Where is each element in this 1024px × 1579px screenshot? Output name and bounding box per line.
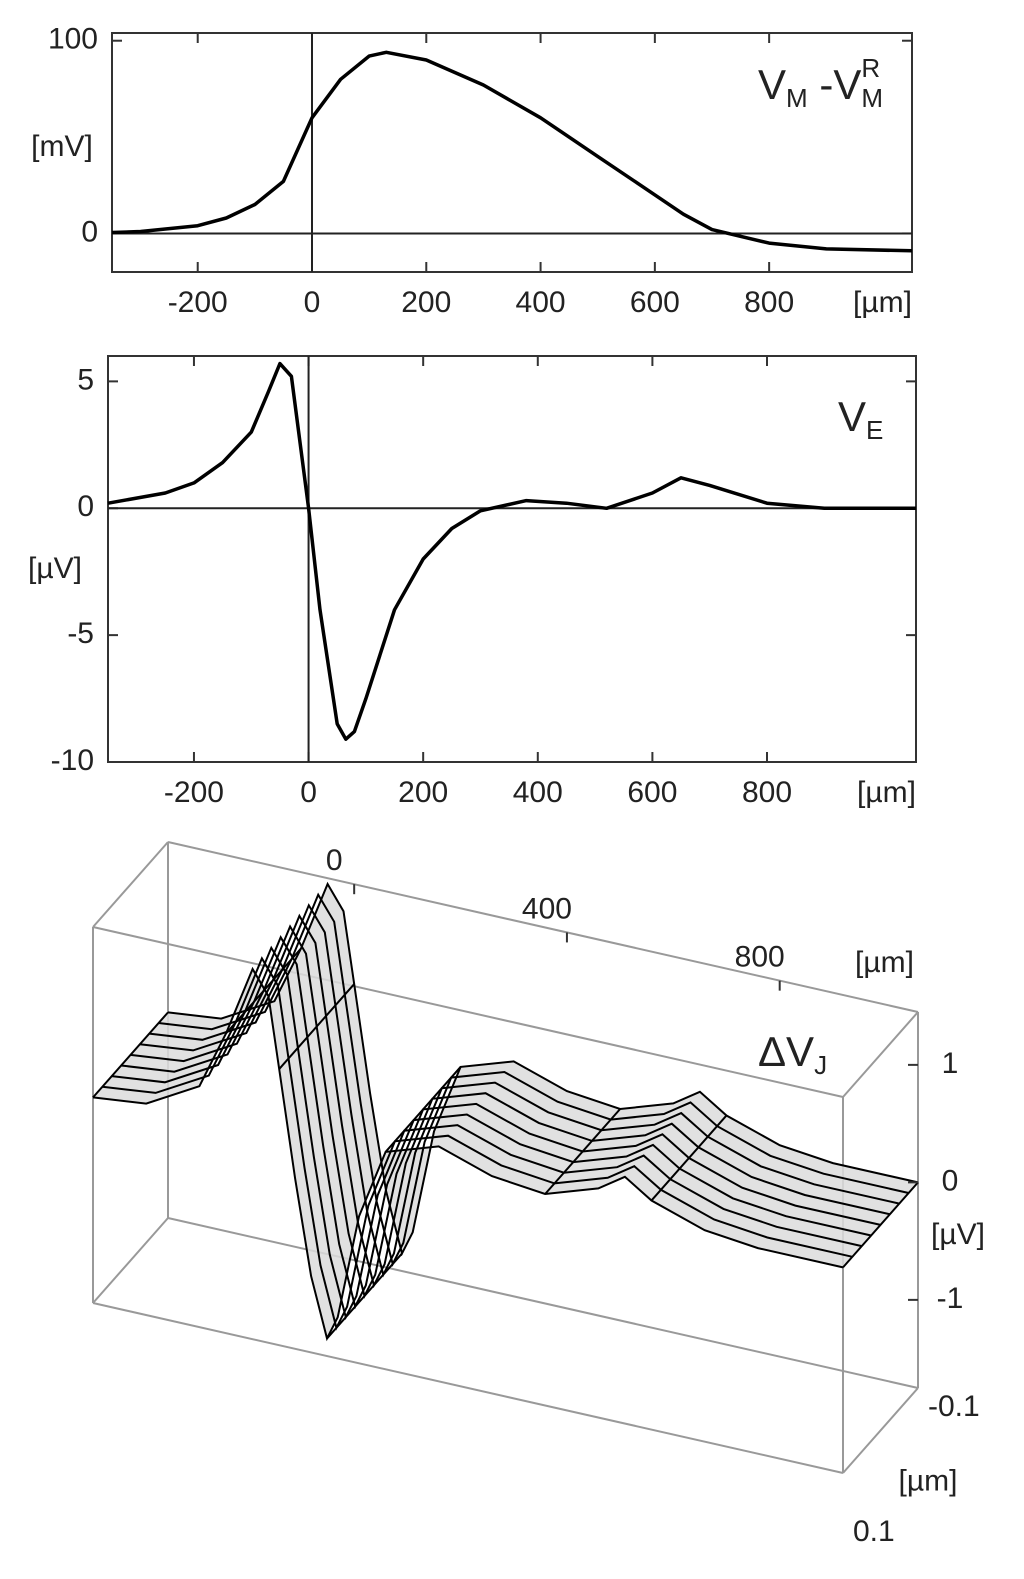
x-axis-label: [µm] [853, 286, 912, 319]
x-tick-label: 200 [401, 286, 451, 319]
x-tick-label: 200 [398, 776, 448, 809]
x-tick-label: 0 [326, 844, 343, 877]
y-tick-label: 5 [77, 363, 94, 396]
x-tick-label: 800 [742, 776, 792, 809]
x-tick-label: 600 [627, 776, 677, 809]
y-tick-label: -0.1 [928, 1390, 980, 1423]
x-tick-label: 0 [304, 286, 321, 319]
surface-cross-line [225, 947, 302, 1035]
plot-frame [107, 355, 917, 763]
annotation-part: M [861, 83, 883, 113]
x-tick-label: -200 [164, 776, 224, 809]
annotation-part: E [866, 415, 883, 445]
annotation: VM -VMR [758, 53, 883, 113]
surface-fill [93, 884, 918, 1339]
surface-line [92, 966, 844, 1342]
annotation-part: V [838, 393, 866, 440]
surface-cross-line [650, 1114, 728, 1202]
annotation-part: J [814, 1050, 827, 1080]
annotation-part: V [758, 61, 786, 108]
z-axis-label: [µV] [931, 1218, 985, 1251]
x-tick-label: 0 [300, 776, 317, 809]
annotation-part: M [786, 83, 808, 113]
y-tick-label: 0.1 [853, 1515, 895, 1548]
z-tick-label: -1 [937, 1282, 964, 1315]
x-tick-label: 400 [513, 776, 563, 809]
box-edge [167, 1217, 919, 1389]
surface-cross-line [92, 1011, 169, 1099]
annotation-part: R [861, 53, 880, 83]
data-line [107, 361, 916, 741]
annotation-part: -V [808, 61, 862, 108]
annotation-part: ΔV [758, 1028, 814, 1075]
box-edge [92, 926, 844, 1098]
x-tick-label: -200 [168, 286, 228, 319]
z-tick-label: 0 [942, 1164, 959, 1197]
y-axis-label: [mV] [31, 130, 93, 163]
annotation: ΔVJ [758, 1028, 827, 1080]
x-tick-label: 400 [516, 286, 566, 319]
surface-cross-line [278, 983, 355, 1070]
y-tick-label: -10 [51, 744, 94, 777]
plot-frame [111, 32, 913, 273]
x-axis-label: [µm] [857, 776, 916, 809]
box-edge [92, 1217, 169, 1304]
x-tick-label: 800 [735, 941, 785, 974]
x-tick-label: 600 [630, 286, 680, 319]
x-tick-label: 800 [744, 286, 794, 319]
y-axis-label: [µV] [28, 552, 82, 585]
y-tick-label: -5 [67, 617, 94, 650]
z-tick-label: 1 [942, 1047, 959, 1080]
x-axis-label: [µm] [855, 946, 914, 979]
y-axis-label: [µm] [899, 1464, 958, 1497]
surface-cross-line [384, 1066, 462, 1153]
y-tick-label: 0 [77, 490, 94, 523]
surface-cross-line [544, 1108, 621, 1195]
surface-line [102, 956, 853, 1331]
box-edge [92, 841, 169, 928]
box-edge [92, 1302, 844, 1474]
y-tick-label: 0 [81, 215, 98, 248]
annotation: VE [838, 393, 883, 445]
y-tick-label: 100 [48, 23, 98, 56]
x-tick-label: 400 [522, 892, 572, 925]
box-edge [167, 841, 919, 1013]
box-edge [842, 1387, 919, 1474]
box-edge [842, 1011, 919, 1098]
surface-cross-line [326, 1252, 403, 1340]
surface-cross-line [842, 1181, 919, 1269]
data-line [111, 50, 913, 253]
